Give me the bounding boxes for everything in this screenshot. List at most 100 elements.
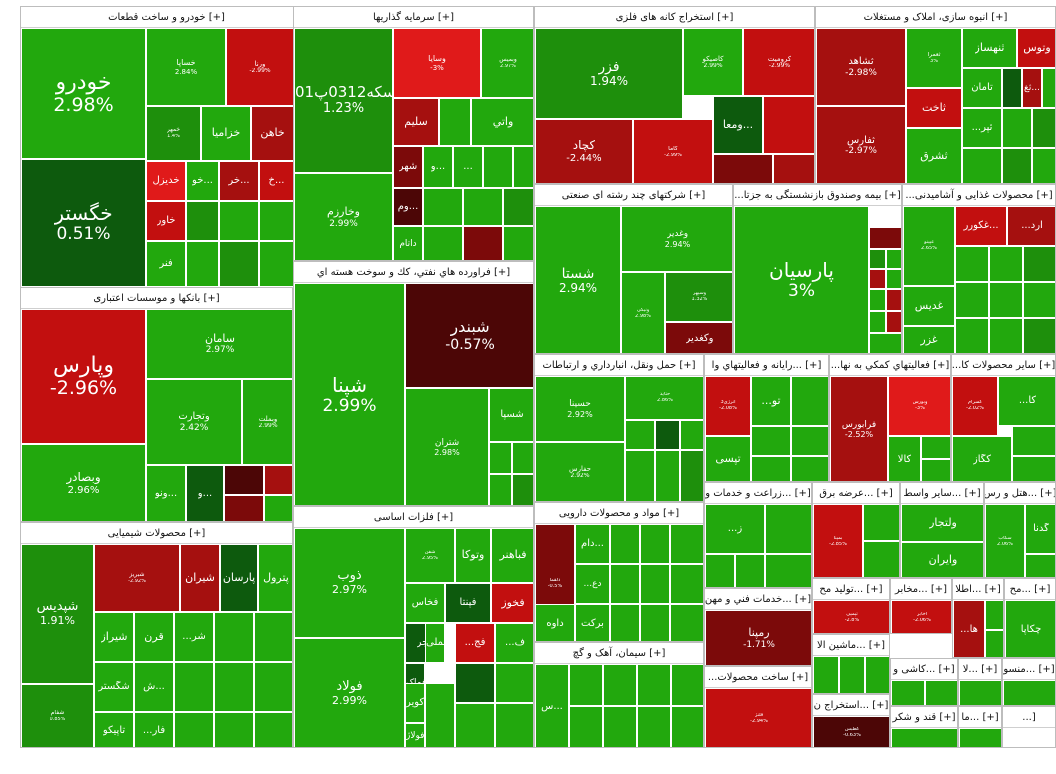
stock-tile[interactable] [869, 227, 901, 249]
sector-support[interactable]: [+] فعالیتهاي کمکي به نها... فرابورس -2.52… [829, 354, 951, 482]
stock-tile[interactable]: وبملت 2.99% [242, 379, 292, 465]
stock-tile[interactable]: غپینو 2.65% [903, 206, 955, 286]
stock-tile[interactable] [921, 459, 950, 481]
stock-tile[interactable] [671, 664, 703, 706]
stock-tile[interactable] [214, 612, 254, 662]
stock-tile[interactable]: ... [453, 146, 483, 188]
stock-tile[interactable]: شبریز -2.92% [94, 544, 180, 612]
stock-tile[interactable] [921, 436, 950, 459]
stock-tile[interactable] [254, 712, 292, 747]
stock-tile[interactable]: بمپنا -2.85% [813, 504, 863, 577]
stock-tile[interactable]: شگستر [94, 662, 134, 712]
stock-tile[interactable]: داوه [535, 604, 575, 641]
stock-tile[interactable]: شیران [180, 544, 220, 612]
stock-tile[interactable]: شفام 0.85% [21, 684, 94, 747]
sector-produce[interactable]: [+] ...تولید مح تپمپی -2.8% [812, 578, 890, 634]
sector-title[interactable]: [+] سیمان، آهک و گچ [535, 643, 703, 664]
stock-tile[interactable]: ثشاهد -2.98% [816, 28, 906, 106]
stock-tile[interactable]: وم... [393, 188, 423, 226]
sector-title[interactable]: [+] ...مح [1005, 579, 1055, 600]
stock-tile[interactable]: و... [186, 465, 224, 521]
stock-tile[interactable] [610, 564, 640, 604]
stock-tile[interactable]: کالا [888, 436, 921, 481]
stock-tile[interactable]: پارسان [220, 544, 258, 612]
stock-tile[interactable] [765, 504, 811, 554]
stock-tile[interactable]: وبصادر 2.96% [21, 444, 146, 521]
stock-tile[interactable] [765, 554, 811, 587]
sector-title[interactable]: [+] فراورده هاي نفتي، كك و سوخت هسته اي [294, 262, 533, 283]
sector-basicmetal[interactable]: [+] فلزات اساسی ذوب 2.97% فولاد 2.99% شفن 2.95… [293, 506, 534, 748]
stock-tile[interactable]: ...شر [174, 612, 214, 662]
sector-pharma[interactable]: [+] مواد و محصولات دارویی دلقما -0.5% دام..… [534, 502, 704, 642]
sector-title[interactable]: [+] ...کاشی و [891, 659, 957, 680]
stock-tile[interactable]: خگستر 0.51% [21, 159, 146, 287]
sector-metalprod[interactable]: [+] ساخت محصولات... فلنژ -2.94% [704, 666, 812, 748]
stock-tile[interactable] [640, 604, 670, 641]
stock-tile[interactable]: ...آرد [1007, 206, 1055, 246]
stock-tile[interactable]: شپدیس 1.91% [21, 544, 94, 684]
stock-tile[interactable] [512, 442, 533, 474]
stock-tile[interactable]: سکه0312پ011.23% [294, 28, 393, 173]
sector-title[interactable]: [+] ...هتل و رس [985, 483, 1055, 504]
stock-tile[interactable]: شستا 2.94% [535, 206, 621, 353]
sector-title[interactable]: [+] ...اطلا [953, 579, 1003, 600]
sector-title[interactable]: [+] سرمایه گذاریها [294, 7, 533, 28]
stock-tile[interactable]: انرژی3 -2.08% [705, 376, 751, 436]
stock-tile[interactable] [495, 703, 533, 747]
stock-tile[interactable] [955, 282, 989, 318]
stock-tile[interactable] [439, 98, 471, 146]
stock-tile[interactable] [713, 154, 773, 183]
sector-title[interactable]: [+] مواد و محصولات دارویی [535, 503, 703, 524]
sector-construction[interactable]: [+] انبوه سازی، املاک و مستغلات ثشاهد -2.9… [815, 6, 1056, 184]
stock-tile[interactable] [1023, 246, 1055, 282]
stock-tile[interactable]: فملی [425, 623, 445, 663]
stock-tile[interactable] [254, 662, 292, 712]
stock-tile[interactable] [603, 706, 637, 747]
sector-title[interactable]: [+] خودرو و ساخت قطعات [21, 7, 312, 28]
stock-tile[interactable]: وغدیر 2.94% [621, 206, 732, 272]
stock-tile[interactable] [763, 96, 814, 154]
sector-title[interactable]: [+] ...استخراج ن [813, 695, 889, 716]
sector-title[interactable]: [+] ...منسو [1003, 659, 1055, 680]
sector-title[interactable]: [+] فعالیتهاي کمکي به نها... [830, 355, 950, 376]
sector-title[interactable]: [+] ...سایر واسط [901, 483, 983, 504]
stock-tile[interactable] [791, 376, 828, 426]
stock-tile[interactable] [640, 564, 670, 604]
stock-tile[interactable]: شپنا 2.99% [294, 283, 405, 505]
stock-tile[interactable] [1002, 68, 1022, 108]
stock-tile[interactable]: دام... [575, 524, 610, 564]
stock-tile[interactable]: وایران [901, 542, 983, 577]
stock-tile[interactable] [813, 656, 839, 693]
stock-tile[interactable] [637, 706, 671, 747]
sector-tiles[interactable]: [+] ...کاشی و [890, 658, 958, 706]
stock-tile[interactable]: خاهن [251, 106, 294, 161]
sector-power[interactable]: [+] ...عرضه برق بمپنا -2.85% [812, 482, 900, 578]
sector-refinery[interactable]: [+] فراورده هاي نفتي، كك و سوخت هسته اي ش… [293, 261, 534, 506]
stock-tile[interactable] [962, 148, 1002, 183]
stock-tile[interactable] [865, 656, 889, 693]
sector-auto[interactable]: [+] خودرو و ساخت قطعات خودرو 2.98% خگستر 0.5… [20, 6, 313, 292]
stock-tile[interactable]: س... [535, 664, 569, 747]
stock-tile[interactable]: وسایا -3% [393, 28, 481, 98]
stock-tile[interactable] [174, 712, 214, 747]
stock-tile[interactable] [751, 426, 791, 456]
stock-tile[interactable] [259, 241, 294, 287]
stock-tile[interactable]: برکت [575, 604, 610, 641]
sector-machine[interactable]: [+] ...ماشین الا [812, 634, 890, 694]
stock-tile[interactable] [839, 656, 865, 693]
stock-tile[interactable] [869, 311, 886, 333]
stock-tile[interactable] [455, 703, 495, 747]
stock-tile[interactable] [254, 612, 292, 662]
stock-tile[interactable] [1042, 68, 1055, 108]
stock-tile[interactable]: رمپنا -1.71% [705, 610, 811, 665]
stock-tile[interactable] [891, 680, 925, 705]
stock-tile[interactable]: خزامیا [201, 106, 251, 161]
sector-title[interactable]: [+] ...ماشین الا [813, 635, 889, 656]
stock-tile[interactable]: ...ف [495, 623, 533, 663]
stock-tile[interactable]: ش... [134, 662, 174, 712]
stock-tile[interactable]: ...دع [575, 564, 610, 604]
stock-tile[interactable] [625, 420, 655, 450]
stock-tile[interactable]: ثشرق [906, 128, 962, 183]
stock-tile[interactable] [886, 269, 901, 289]
stock-tile[interactable] [625, 450, 655, 501]
